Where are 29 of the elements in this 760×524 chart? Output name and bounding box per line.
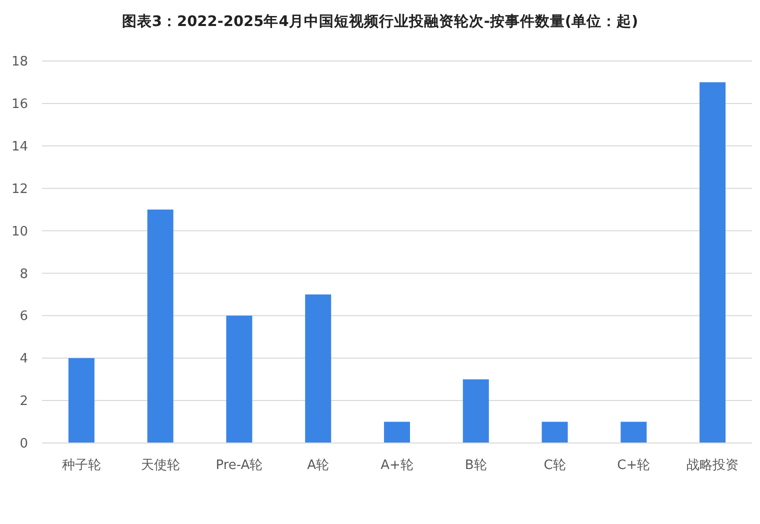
bar xyxy=(68,358,94,443)
y-tick-label: 12 xyxy=(11,182,28,197)
bar xyxy=(384,422,410,443)
y-tick-label: 0 xyxy=(20,436,28,452)
y-tick-label: 10 xyxy=(11,224,28,240)
bar xyxy=(462,379,489,443)
bar xyxy=(620,422,647,443)
bar xyxy=(305,294,332,443)
y-tick-label: 18 xyxy=(11,54,28,70)
x-tick-label: 种子轮 xyxy=(62,458,101,473)
bar xyxy=(700,82,726,443)
y-tick-label: 16 xyxy=(11,96,28,112)
bar xyxy=(542,422,568,443)
x-tick-label: C轮 xyxy=(544,458,566,473)
y-tick-label: 14 xyxy=(11,139,28,154)
y-tick-label: 8 xyxy=(20,266,28,282)
x-tick-label: A轮 xyxy=(307,458,330,473)
x-tick-label: B轮 xyxy=(464,458,487,473)
y-tick-label: 6 xyxy=(20,309,28,324)
bar xyxy=(226,316,252,443)
x-tick-label: C+轮 xyxy=(617,458,650,473)
x-tick-label: A+轮 xyxy=(380,458,414,473)
chart-title: 图表3：2022-2025年4月中国短视频行业投融资轮次-按事件数量(单位：起) xyxy=(122,13,638,30)
x-tick-label: 战略投资 xyxy=(686,458,739,473)
y-tick-label: 2 xyxy=(20,394,28,410)
y-tick-label: 4 xyxy=(20,352,28,367)
x-tick-label: 天使轮 xyxy=(140,458,180,473)
bar xyxy=(147,210,174,443)
x-tick-label: Pre-A轮 xyxy=(216,458,263,473)
